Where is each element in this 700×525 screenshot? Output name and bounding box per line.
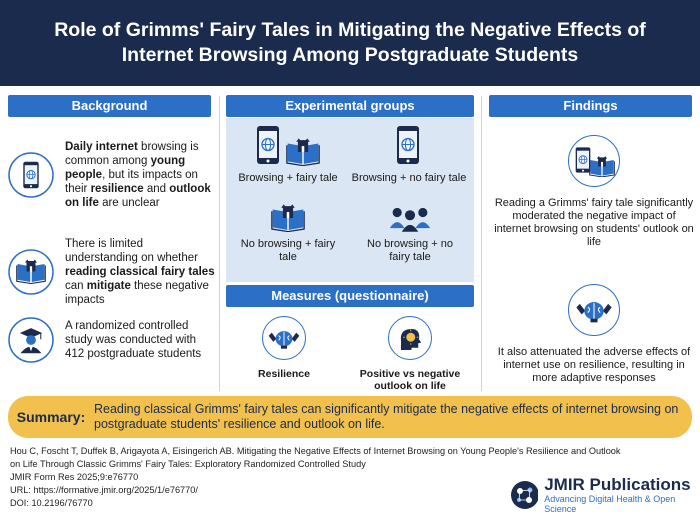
group-label: No browsing + fairy tale xyxy=(240,238,336,263)
phone-book-icon xyxy=(568,135,620,187)
citation-line: on Life Through Classic Grimms' Fairy Ta… xyxy=(10,459,366,469)
strong-brain-icon xyxy=(568,284,620,336)
group-label: No browsing + no fairy tale xyxy=(367,238,453,263)
experimental-groups-heading: Experimental groups xyxy=(226,95,474,117)
background-item: There is limited understanding on whethe… xyxy=(8,237,218,307)
group-browsing-fairy-tale: Browsing + fairy tale xyxy=(228,122,348,185)
measure-label: Resilience xyxy=(258,368,310,380)
phone-globe-icon xyxy=(396,125,420,165)
findings-heading: Findings xyxy=(489,95,692,117)
citation: Hou C, Foscht T, Duffek B, Arigayota A, … xyxy=(10,445,700,510)
open-book-castle-icon xyxy=(271,204,305,232)
measure-label: Positive vs negative outlook on life xyxy=(359,368,461,392)
background-item: Daily internet browsing is common among … xyxy=(8,140,218,210)
group-people-icon xyxy=(389,207,431,232)
citation-line: Hou C, Foscht T, Duffek B, Arigayota A, … xyxy=(10,446,621,456)
background-text-2: There is limited understanding on whethe… xyxy=(65,238,215,306)
group-no-browsing-no-fairy-tale: No browsing + no fairy tale xyxy=(360,202,460,264)
finding-item: Reading a Grimms' fairy tale significant… xyxy=(494,135,694,249)
background-item: A randomized controlled study was conduc… xyxy=(8,317,218,363)
background-heading: Background xyxy=(8,95,211,117)
page-title: Role of Grimms' Fairy Tales in Mitigatin… xyxy=(54,19,646,66)
column-divider xyxy=(481,96,482,391)
citation-doi[interactable]: DOI: 10.2196/76770 xyxy=(10,498,93,508)
graduate-icon xyxy=(8,317,54,363)
summary-text: Reading classical Grimms' fairy tales ca… xyxy=(94,402,679,431)
finding-text: It also attenuated the adverse effects o… xyxy=(497,346,691,384)
group-no-browsing-fairy-tale: No browsing + fairy tale xyxy=(238,202,338,264)
summary-label: Summary: xyxy=(16,409,86,425)
measure-outlook: Positive vs negative outlook on life xyxy=(350,316,470,392)
group-label: Browsing + fairy tale xyxy=(238,172,338,184)
summary-banner: Summary: Reading classical Grimms' fairy… xyxy=(8,396,692,438)
publisher-tagline: Advancing Digital Health & Open Science xyxy=(544,494,676,514)
measure-resilience: Resilience xyxy=(240,316,328,380)
finding-item: It also attenuated the adverse effects o… xyxy=(494,284,694,385)
header-banner: Role of Grimms' Fairy Tales in Mitigatin… xyxy=(0,0,700,86)
publisher-logo: JMIR Publications Advancing Digital Heal… xyxy=(510,476,700,514)
open-book-castle-icon xyxy=(286,138,320,166)
strong-brain-icon xyxy=(262,316,306,360)
open-book-castle-icon xyxy=(8,249,54,295)
column-divider xyxy=(219,96,220,391)
background-text-3: A randomized controlled study was conduc… xyxy=(65,320,202,360)
background-text-1: Daily internet browsing is common among … xyxy=(65,141,211,209)
group-browsing-no-fairy-tale: Browsing + no fairy tale xyxy=(345,122,473,185)
publisher-name: JMIR Publications xyxy=(544,475,691,494)
phone-globe-icon xyxy=(256,125,280,165)
phone-globe-icon xyxy=(8,152,54,198)
head-sun-icon xyxy=(388,316,432,360)
citation-line: JMIR Form Res 2025;9:e76770 xyxy=(10,472,139,482)
jmir-logo-icon xyxy=(510,480,539,510)
finding-text: Reading a Grimms' fairy tale significant… xyxy=(494,197,694,248)
group-label: Browsing + no fairy tale xyxy=(351,172,467,184)
measures-heading: Measures (questionnaire) xyxy=(226,285,474,307)
citation-url[interactable]: URL: https://formative.jmir.org/2025/1/e… xyxy=(10,485,198,495)
